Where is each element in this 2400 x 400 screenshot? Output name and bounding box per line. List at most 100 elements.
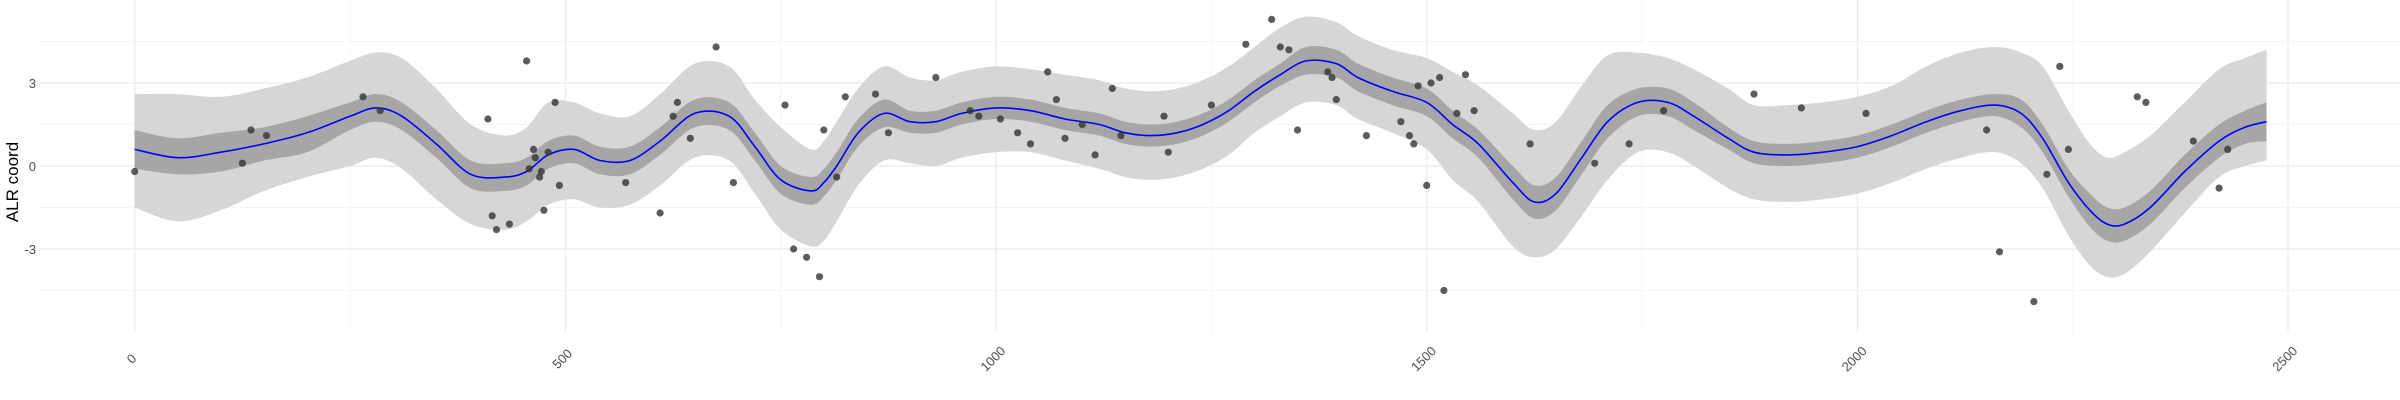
y-axis-title: ALR coord <box>3 142 22 222</box>
x-tick-label: 1000 <box>977 343 1008 374</box>
data-point <box>1436 73 1444 82</box>
data-point <box>2043 170 2051 178</box>
data-point <box>247 126 255 134</box>
data-point <box>996 115 1005 123</box>
data-point <box>975 112 983 120</box>
data-point <box>1995 248 2004 256</box>
data-point <box>555 181 564 189</box>
data-point <box>531 154 539 162</box>
data-point <box>669 112 677 120</box>
data-point <box>2142 98 2150 106</box>
data-point <box>2224 145 2232 153</box>
data-point <box>932 73 940 82</box>
data-point <box>803 253 811 261</box>
data-point <box>1423 181 1431 189</box>
data-point <box>1453 109 1461 117</box>
data-point <box>1108 84 1116 93</box>
data-point <box>712 43 720 51</box>
data-point <box>1268 15 1276 23</box>
data-point <box>1410 140 1418 148</box>
data-point <box>2064 145 2072 153</box>
data-point <box>1625 140 1633 148</box>
data-point <box>544 148 552 156</box>
data-point <box>1285 46 1293 54</box>
data-point <box>1427 79 1435 87</box>
data-point <box>1332 96 1340 104</box>
data-point <box>1526 140 1534 148</box>
data-point <box>1014 129 1022 137</box>
y-axis-tick-labels: -3 0 3 <box>24 76 36 257</box>
data-point <box>1052 96 1060 104</box>
data-point <box>540 206 548 214</box>
data-point <box>525 165 533 173</box>
outer-credible-band <box>134 16 2267 278</box>
data-point <box>1797 104 1805 112</box>
data-point <box>1091 151 1099 159</box>
y-tick-label: -3 <box>24 242 36 257</box>
data-point <box>622 179 630 187</box>
data-point <box>1164 148 1172 156</box>
data-point <box>871 90 880 98</box>
data-point <box>131 167 139 176</box>
y-tick-label: 3 <box>29 76 36 91</box>
data-point <box>1117 132 1125 140</box>
data-point <box>2056 62 2064 70</box>
data-point <box>1242 40 1250 48</box>
data-point <box>262 132 271 140</box>
observed-points <box>131 15 2232 306</box>
data-point <box>2189 137 2197 145</box>
data-point <box>1276 43 1284 51</box>
x-tick-label: 500 <box>549 346 575 372</box>
data-point <box>833 173 841 181</box>
data-point <box>492 226 501 234</box>
data-point <box>484 115 492 123</box>
data-point <box>1044 68 1052 76</box>
data-point <box>536 173 544 181</box>
data-point <box>1750 90 1758 98</box>
data-point <box>1440 286 1448 295</box>
data-point <box>1470 107 1478 115</box>
data-point <box>1078 120 1086 129</box>
data-point <box>966 107 974 115</box>
x-tick-label: 0 <box>124 351 140 367</box>
data-point <box>781 101 789 109</box>
data-point <box>729 179 738 187</box>
data-point <box>1461 71 1470 79</box>
data-point <box>1414 82 1422 90</box>
data-point <box>2215 184 2223 192</box>
data-point <box>1362 132 1370 140</box>
fitted-line <box>134 59 2267 227</box>
data-point <box>820 126 828 134</box>
data-point <box>551 98 559 106</box>
data-point <box>1405 132 1414 140</box>
data-point <box>537 167 545 176</box>
data-point <box>1160 112 1168 120</box>
x-tick-label: 2500 <box>2269 343 2300 374</box>
data-point <box>523 57 531 65</box>
data-point <box>2133 93 2141 101</box>
y-tick-label: 0 <box>29 159 36 174</box>
data-point <box>529 145 538 153</box>
data-point <box>376 107 384 115</box>
data-point <box>1397 118 1405 126</box>
data-point <box>1061 134 1069 142</box>
data-point <box>2030 298 2038 306</box>
data-point <box>656 209 664 217</box>
data-point <box>1026 140 1035 148</box>
inner-credible-band <box>134 46 2267 243</box>
data-point <box>686 134 694 142</box>
data-point <box>1207 101 1215 109</box>
data-point <box>1324 68 1332 76</box>
data-point <box>1660 107 1668 115</box>
data-point <box>1328 73 1336 82</box>
data-point <box>884 129 893 137</box>
x-tick-label: 1500 <box>1408 343 1439 374</box>
data-point <box>359 93 367 101</box>
data-point <box>505 220 513 228</box>
data-point <box>790 245 798 253</box>
data-point <box>841 93 849 101</box>
data-point <box>1293 126 1302 134</box>
data-point <box>673 98 682 106</box>
data-point <box>1862 109 1870 117</box>
